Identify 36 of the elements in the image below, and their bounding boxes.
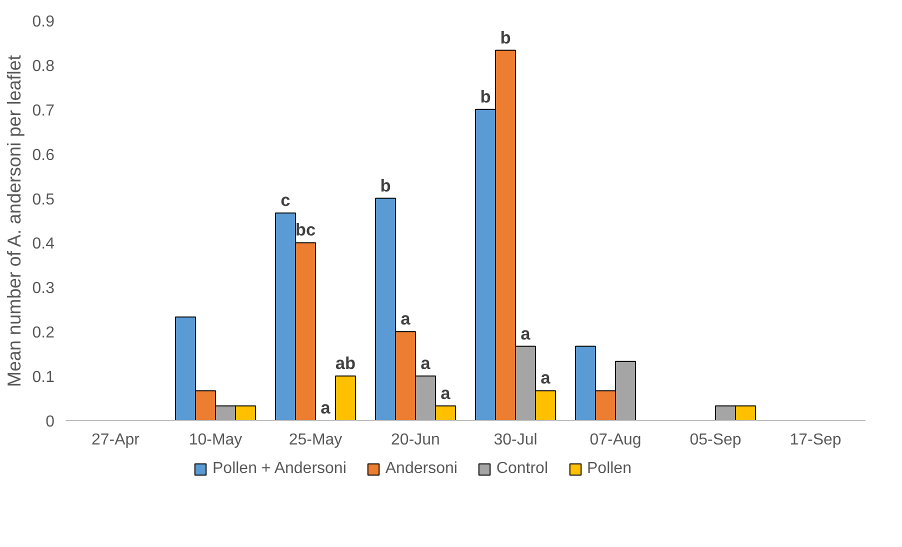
legend-label: Andersoni xyxy=(385,460,458,478)
y-tick-label: 0.2 xyxy=(32,324,55,342)
x-tick-label: 30-Jul xyxy=(494,432,538,448)
data-label: a xyxy=(540,368,551,388)
x-tick-label: 05-Sep xyxy=(690,432,742,448)
data-label: a xyxy=(320,398,331,418)
data-label: a xyxy=(440,382,451,403)
y-tick-label: 0.7 xyxy=(32,102,55,120)
data-label: ab xyxy=(335,353,356,374)
data-label: a xyxy=(420,353,431,374)
x-tick-label: 25-May xyxy=(288,432,342,448)
data-label: b xyxy=(380,175,391,196)
legend-label: Pollen + Andersoni xyxy=(212,460,346,478)
y-tick-label: 0.9 xyxy=(32,14,55,30)
bar xyxy=(335,376,356,420)
y-tick-label: 0.8 xyxy=(32,58,55,75)
x-tick-label: 20-Jun xyxy=(391,432,440,448)
y-tick-label: 0.3 xyxy=(32,280,55,298)
data-label: a xyxy=(400,308,411,329)
data-label: b xyxy=(480,86,491,106)
y-tick-label: 0.1 xyxy=(32,369,55,386)
y-tick-label: 0.4 xyxy=(32,236,55,253)
data-label: c xyxy=(280,190,291,210)
legend-label: Pollen xyxy=(586,460,632,478)
y-tick-label: 0.5 xyxy=(32,191,55,208)
data-label: b xyxy=(500,27,511,48)
y-tick-label: 0 xyxy=(46,414,55,430)
legend-label: Control xyxy=(496,460,548,478)
x-tick-label: 07-Aug xyxy=(590,432,642,448)
y-axis-title: Mean number of A. andersoni per leaflet xyxy=(3,54,24,387)
data-label: bc xyxy=(295,220,316,240)
x-tick-label: 17-Sep xyxy=(790,432,842,448)
y-tick-label: 0.6 xyxy=(32,146,55,164)
x-tick-label: 27-Apr xyxy=(91,432,140,448)
data-label: a xyxy=(520,323,531,344)
x-tick-label: 10-May xyxy=(188,432,242,448)
